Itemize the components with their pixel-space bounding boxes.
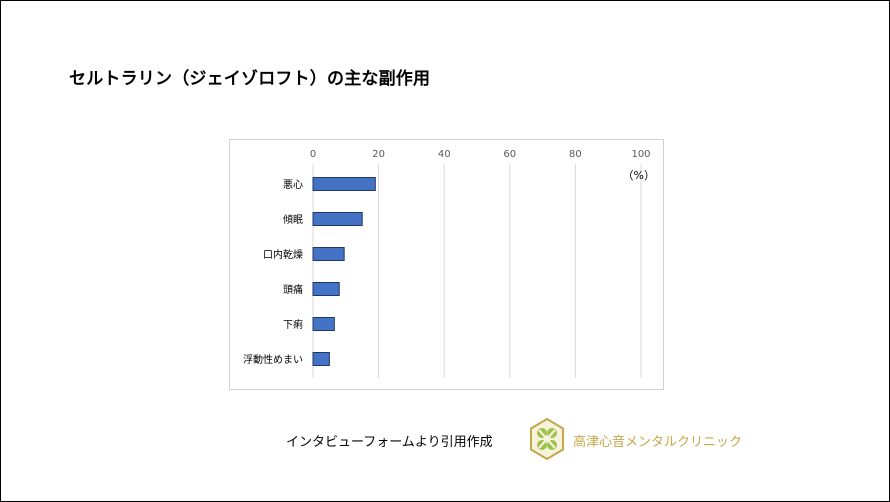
category-label: 下痢 (283, 318, 303, 331)
clover-hexagon-logo-icon (530, 418, 564, 460)
x-tick-label: 80 (569, 149, 582, 160)
unit-label: （%） (623, 169, 655, 182)
category-label: 浮動性めまい (243, 353, 303, 366)
category-label: 悪心 (283, 179, 303, 191)
bar (312, 282, 340, 296)
category-label: 頭痛 (283, 283, 303, 296)
clinic-name: 高津心音メンタルクリニック (573, 435, 743, 450)
x-tick-label: 60 (503, 149, 516, 160)
bar (312, 352, 330, 366)
x-axis-ticks: 0 20 40 60 80 100 (310, 149, 651, 160)
category-label: 口内乾燥 (263, 248, 303, 261)
bar (312, 212, 363, 226)
bars (312, 177, 376, 366)
bar (312, 247, 345, 261)
chart-frame: 0 20 40 60 80 100 悪心傾眠口内乾燥頭痛下痢浮動性めまい （%） (229, 139, 664, 390)
bar (312, 317, 335, 331)
x-tick-label: 40 (438, 149, 451, 160)
x-tick-label: 0 (310, 149, 316, 160)
x-tick-label: 20 (372, 149, 385, 160)
x-tick-label: 100 (631, 149, 650, 160)
grid-lines (312, 164, 642, 378)
slide-title: セルトラリン（ジェイゾロフト）の主な副作用 (69, 69, 431, 89)
source-note: インタビューフォームより引用作成 (286, 435, 493, 450)
category-label: 傾眠 (283, 213, 303, 226)
bar (312, 177, 376, 191)
